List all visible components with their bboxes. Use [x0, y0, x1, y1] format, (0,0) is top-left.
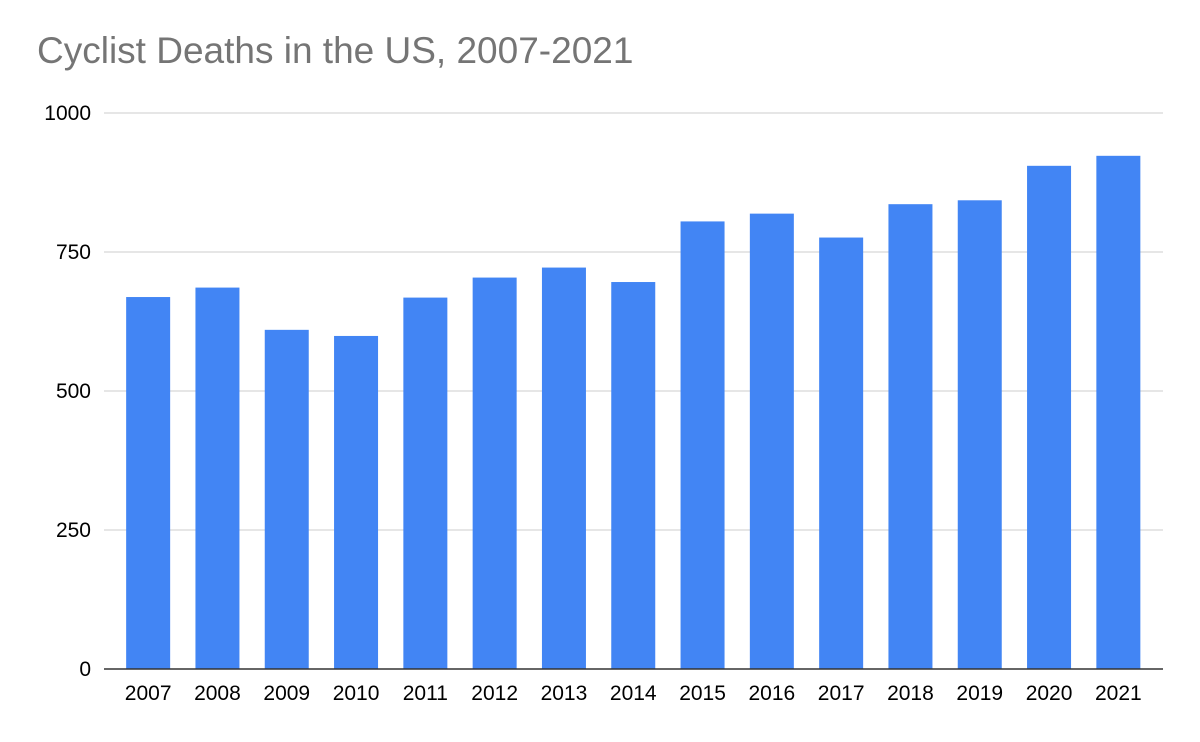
- x-tick-label: 2015: [679, 682, 726, 705]
- x-tick-label: 2013: [541, 682, 588, 705]
- bar-2020: [1027, 165, 1072, 669]
- x-tick-label: 2014: [610, 682, 657, 705]
- bar-2007: [126, 297, 171, 669]
- x-tick-label: 2018: [887, 682, 934, 705]
- y-tick-label: 500: [56, 380, 91, 403]
- x-tick-label: 2017: [818, 682, 865, 705]
- bar-2013: [541, 267, 586, 669]
- x-tick-label: 2020: [1026, 682, 1073, 705]
- bar-2019: [957, 200, 1002, 670]
- bar-2015: [680, 221, 725, 670]
- y-tick-label: 250: [56, 519, 91, 542]
- x-tick-label: 2009: [263, 682, 310, 705]
- x-tick-label: 2019: [956, 682, 1003, 705]
- bar-2009: [264, 329, 309, 669]
- x-tick-label: 2011: [403, 682, 448, 705]
- x-tick-label: 2008: [194, 682, 241, 705]
- bars: [126, 155, 1141, 670]
- x-tick-label: 2010: [333, 682, 380, 705]
- tick-labels: 0 250 500 750 1000 2007 2008 2009 2010 2011 2012 20…: [44, 102, 1141, 705]
- bar-2011: [403, 297, 448, 669]
- bar-2012: [472, 277, 517, 669]
- y-tick-label: 1000: [44, 102, 91, 125]
- bar-2018: [888, 204, 933, 669]
- x-tick-label: 2012: [471, 682, 518, 705]
- bar-2014: [611, 282, 656, 669]
- x-tick-label: 2016: [748, 682, 795, 705]
- y-tick-label: 0: [79, 658, 91, 681]
- x-tick-label: 2021: [1095, 682, 1142, 705]
- bar-2021: [1096, 155, 1141, 669]
- bar-2010: [334, 335, 379, 669]
- x-tick-label: 2007: [125, 682, 172, 705]
- bar-2016: [749, 213, 794, 670]
- y-tick-label: 750: [56, 241, 91, 264]
- chart-title: Cyclist Deaths in the US, 2007-2021: [37, 30, 634, 71]
- bar-2008: [195, 287, 240, 669]
- bar-2017: [819, 237, 864, 669]
